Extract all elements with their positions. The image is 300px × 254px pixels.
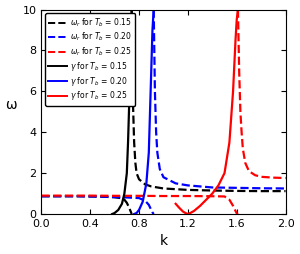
Y-axis label: ω: ω xyxy=(6,98,17,112)
X-axis label: k: k xyxy=(159,234,167,248)
Legend: $\omega_r$ for $T_b$ = 0.15, $\omega_r$ for $T_b$ = 0.20, $\omega_r$ for $T_b$ =: $\omega_r$ for $T_b$ = 0.15, $\omega_r$ … xyxy=(45,13,136,105)
